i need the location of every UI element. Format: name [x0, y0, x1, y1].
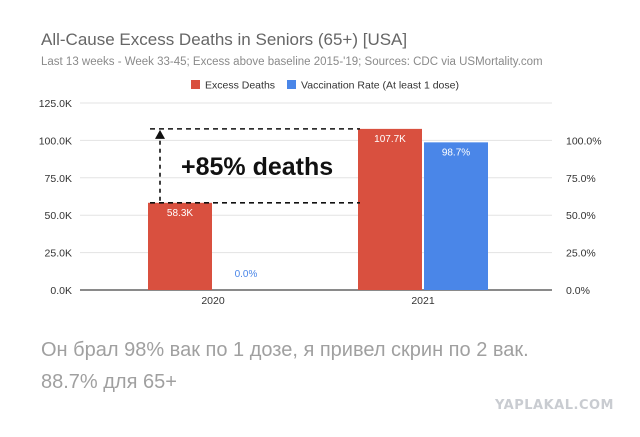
bar-excess-deaths-2021: [358, 128, 422, 290]
left-axis-tick-label: 125.0K: [39, 98, 72, 110]
watermark-logo: YAPLAKAL.COM: [495, 398, 614, 413]
legend-label-1: Excess Deaths: [205, 80, 275, 92]
x-axis-tick-label: 2020: [201, 295, 225, 307]
right-axis-tick-label: 100.0%: [566, 135, 602, 147]
left-axis-tick-label: 25.0K: [45, 248, 72, 260]
right-axis-tick-label: 50.0%: [566, 210, 596, 222]
bar-excess-deaths-2020: [148, 202, 212, 290]
data-label: 0.0%: [235, 269, 258, 280]
right-axis-tick-label: 75.0%: [566, 173, 596, 185]
caption-line-2: 88.7% для 65+: [41, 371, 177, 393]
chart-subtitle: Last 13 weeks - Week 33-45; Excess above…: [41, 56, 543, 68]
data-label: 107.7K: [374, 134, 406, 145]
left-axis-tick-label: 0.0K: [50, 285, 72, 297]
caption-line-1: Он брал 98% вак по 1 дозе, я привел скри…: [41, 339, 529, 361]
left-axis-tick-label: 50.0K: [45, 210, 72, 222]
data-label: 58.3K: [167, 208, 193, 219]
x-axis-tick-label: 2021: [411, 295, 435, 307]
data-label: 98.7%: [442, 147, 470, 158]
right-axis-tick-label: 25.0%: [566, 248, 596, 260]
chart-title: All-Cause Excess Deaths in Seniors (65+)…: [41, 30, 408, 49]
bar-chart: 0.0K 25.0K 50.0K 75.0K 100.0K 125.0K 0.0% 25.0%…: [39, 80, 602, 308]
caption: Он брал 98% вак по 1 дозе, я привел скри…: [41, 334, 631, 398]
legend-label-2: Vaccination Rate (At least 1 dose): [301, 80, 459, 92]
bar-vaccination-2021: [424, 142, 488, 290]
legend-swatch-2: [287, 80, 296, 89]
annotation-label: +85% deaths: [181, 153, 333, 181]
annotation-arrow-head: [155, 129, 165, 139]
left-axis-tick-label: 75.0K: [45, 173, 72, 185]
legend-swatch-1: [191, 80, 200, 89]
right-axis-tick-label: 0.0%: [566, 285, 590, 297]
left-axis-tick-label: 100.0K: [39, 135, 72, 147]
chart-card: All-Cause Excess Deaths in Seniors (65+)…: [38, 30, 602, 308]
